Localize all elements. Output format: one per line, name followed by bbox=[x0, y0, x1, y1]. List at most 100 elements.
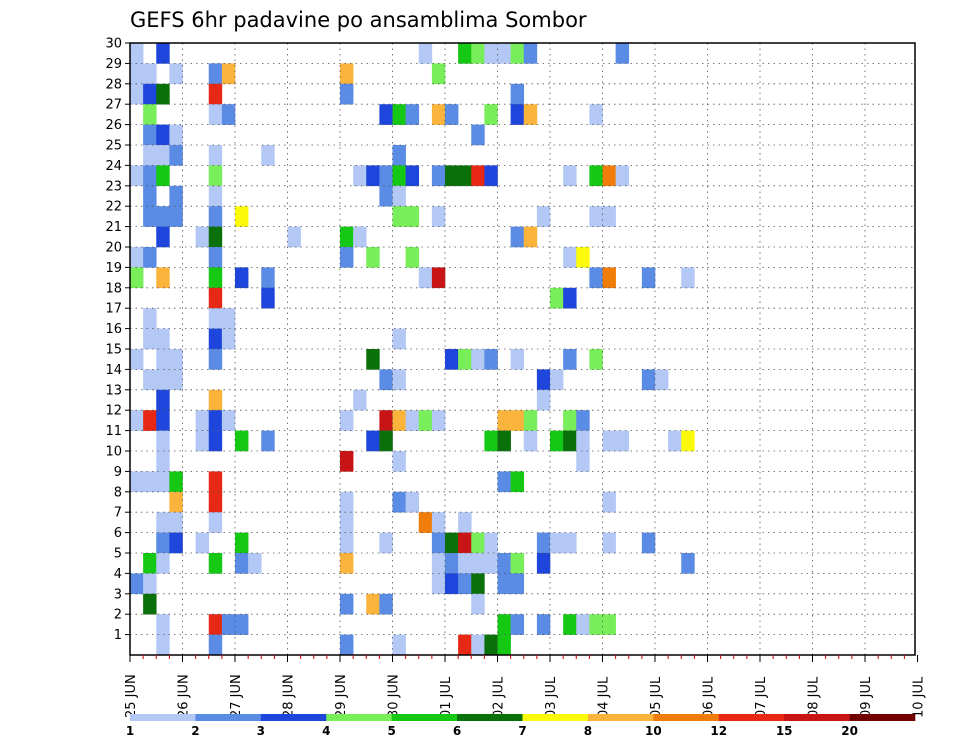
cell-6-24 bbox=[208, 165, 223, 187]
cell-3-6 bbox=[169, 532, 183, 554]
cell-25-24 bbox=[458, 165, 472, 187]
cell-2-30 bbox=[156, 43, 170, 64]
cell-10-25 bbox=[261, 145, 275, 166]
y-tick-label: 22 bbox=[105, 200, 122, 215]
cell-19-27 bbox=[379, 104, 393, 125]
cell-2-21 bbox=[156, 226, 170, 248]
cell-2-26 bbox=[156, 124, 170, 146]
cell-2-25 bbox=[156, 145, 170, 166]
cell-29-27 bbox=[510, 104, 525, 125]
cell-3-25 bbox=[169, 145, 183, 166]
cell-23-4 bbox=[431, 573, 446, 595]
cell-23-7 bbox=[431, 512, 446, 533]
cell-1-29 bbox=[143, 63, 157, 85]
cell-8-22 bbox=[235, 206, 249, 227]
y-tick-label: 21 bbox=[105, 220, 122, 235]
y-tick-label: 14 bbox=[105, 363, 122, 378]
cell-2-11 bbox=[156, 430, 170, 452]
cell-10-11 bbox=[261, 430, 275, 452]
cell-6-25 bbox=[208, 145, 223, 166]
y-tick-label: 8 bbox=[114, 485, 122, 500]
cell-21-8 bbox=[405, 491, 420, 513]
y-tick-label: 26 bbox=[105, 118, 122, 133]
cell-6-12 bbox=[208, 410, 223, 431]
y-tick-label: 15 bbox=[105, 343, 122, 358]
cell-1-26 bbox=[143, 124, 157, 146]
cell-33-15 bbox=[563, 349, 577, 370]
y-tick-label: 28 bbox=[105, 77, 122, 92]
cell-22-30 bbox=[418, 43, 433, 64]
cell-26-6 bbox=[471, 532, 485, 554]
cell-36-8 bbox=[602, 491, 616, 513]
colorbar-label: 3 bbox=[257, 724, 265, 738]
cell-24-5 bbox=[445, 553, 459, 574]
colorbar-swatch bbox=[130, 714, 196, 721]
cell-32-18 bbox=[550, 287, 564, 309]
cell-2-16 bbox=[156, 328, 170, 350]
cell-8-19 bbox=[235, 267, 249, 289]
cell-37-11 bbox=[615, 430, 630, 452]
cell-35-15 bbox=[589, 349, 603, 370]
cell-0-28 bbox=[130, 83, 144, 105]
cell-2-7 bbox=[156, 512, 170, 533]
x-tick-label: 10 JUL bbox=[912, 676, 927, 718]
cell-5-6 bbox=[195, 532, 210, 554]
cell-30-30 bbox=[523, 43, 538, 64]
colorbar-swatch bbox=[326, 714, 392, 721]
cell-20-27 bbox=[392, 104, 406, 125]
cell-7-17 bbox=[221, 308, 236, 329]
y-tick-label: 12 bbox=[105, 404, 122, 419]
cell-23-12 bbox=[431, 410, 446, 431]
cell-33-24 bbox=[563, 165, 577, 187]
y-tick-label: 20 bbox=[105, 241, 122, 256]
cell-6-7 bbox=[208, 512, 223, 533]
cell-6-16 bbox=[208, 328, 223, 350]
cell-1-24 bbox=[143, 165, 157, 187]
cell-36-6 bbox=[602, 532, 616, 554]
cell-22-19 bbox=[418, 267, 433, 289]
y-tick-label: 17 bbox=[105, 302, 122, 317]
x-tick-label: 27 JUN bbox=[229, 674, 244, 718]
y-tick-label: 19 bbox=[105, 261, 122, 276]
cell-35-22 bbox=[589, 206, 603, 227]
cell-6-13 bbox=[208, 389, 223, 411]
cell-27-6 bbox=[484, 532, 498, 554]
colorbar-swatch bbox=[784, 714, 850, 721]
cell-20-23 bbox=[392, 185, 406, 207]
cell-39-14 bbox=[641, 369, 656, 391]
x-tick-label: 29 JUN bbox=[334, 674, 349, 718]
cell-0-24 bbox=[130, 165, 144, 187]
cell-21-24 bbox=[405, 165, 420, 187]
cell-6-19 bbox=[208, 267, 223, 289]
cell-0-12 bbox=[130, 410, 144, 431]
cell-35-2 bbox=[589, 614, 603, 635]
y-tick-label: 24 bbox=[105, 159, 122, 174]
cell-16-5 bbox=[340, 553, 354, 574]
cell-17-24 bbox=[353, 165, 367, 187]
x-tick-label: 05 JUL bbox=[649, 676, 664, 718]
cell-25-5 bbox=[458, 553, 472, 574]
y-tick-label: 18 bbox=[105, 281, 122, 296]
cell-1-9 bbox=[143, 471, 157, 493]
y-tick-label: 1 bbox=[114, 628, 122, 643]
cell-6-23 bbox=[208, 185, 223, 207]
y-tick-label: 27 bbox=[105, 98, 122, 113]
cell-19-12 bbox=[379, 410, 393, 431]
cell-29-28 bbox=[510, 83, 525, 105]
cell-7-16 bbox=[221, 328, 236, 350]
cell-26-26 bbox=[471, 124, 485, 146]
cell-8-11 bbox=[235, 430, 249, 452]
cell-29-12 bbox=[510, 410, 525, 431]
colorbar-label: 4 bbox=[322, 724, 330, 738]
cell-6-5 bbox=[208, 553, 223, 574]
cell-42-19 bbox=[681, 267, 695, 289]
cell-31-14 bbox=[536, 369, 551, 391]
cell-16-20 bbox=[340, 247, 354, 268]
cell-2-28 bbox=[156, 83, 170, 105]
cell-29-15 bbox=[510, 349, 525, 370]
heatmap-cells bbox=[130, 43, 695, 656]
cell-16-29 bbox=[340, 63, 354, 85]
colorbar-label: 7 bbox=[518, 724, 526, 738]
y-tick-label: 3 bbox=[114, 587, 122, 602]
cell-23-22 bbox=[431, 206, 446, 227]
